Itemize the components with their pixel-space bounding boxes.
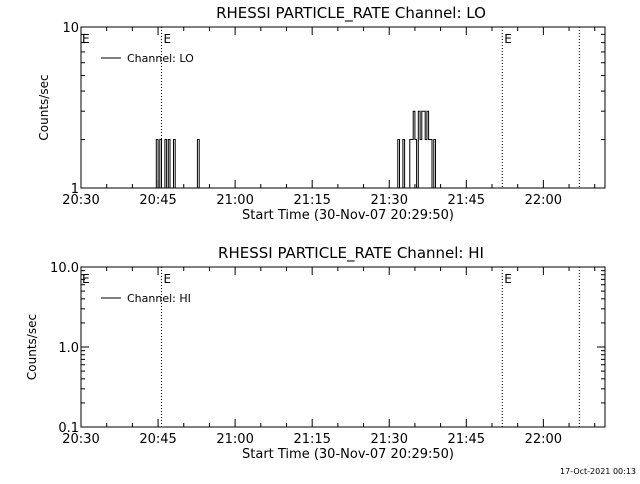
data-series-line bbox=[81, 110, 503, 189]
y-tick-label: 0.1 bbox=[58, 421, 79, 436]
x-tick-label: 21:00 bbox=[216, 193, 253, 208]
y-tick-label: 10 bbox=[62, 21, 79, 36]
x-tick-label: 21:30 bbox=[371, 193, 408, 208]
x-tick-label: 20:45 bbox=[139, 193, 176, 208]
chart-title: RHESSI PARTICLE_RATE Channel: LO bbox=[216, 4, 486, 23]
x-tick-label: 22:00 bbox=[525, 193, 562, 208]
plot-frame bbox=[80, 266, 606, 428]
x-tick-label: 21:30 bbox=[371, 432, 408, 447]
chart-title: RHESSI PARTICLE_RATE Channel: HI bbox=[218, 244, 484, 263]
x-axis-label: Start Time (30-Nov-07 20:29:50) bbox=[242, 447, 454, 462]
edge-marker-label: E bbox=[82, 272, 90, 286]
event-marker-label: E bbox=[163, 272, 171, 286]
x-tick-label: 20:30 bbox=[62, 432, 99, 447]
timestamp: 17-Oct-2021 00:13 bbox=[560, 467, 636, 476]
x-axis-label: Start Time (30-Nov-07 20:29:50) bbox=[242, 208, 454, 223]
x-tick-label: 20:45 bbox=[139, 432, 176, 447]
y-tick-label: 10.0 bbox=[50, 261, 79, 276]
legend-label: Channel: LO bbox=[127, 52, 194, 65]
edge-marker-label: E bbox=[82, 32, 90, 46]
x-tick-label: 21:00 bbox=[216, 432, 253, 447]
x-tick-label: 22:00 bbox=[525, 432, 562, 447]
y-tick-label: 1 bbox=[71, 182, 79, 197]
event-marker-label: E bbox=[504, 272, 512, 286]
y-axis-label: Counts/sec bbox=[37, 74, 51, 140]
event-marker-label: E bbox=[163, 32, 171, 46]
x-tick-label: 21:15 bbox=[293, 193, 330, 208]
x-tick-label: 21:15 bbox=[293, 432, 330, 447]
y-axis-label: Counts/sec bbox=[25, 314, 39, 380]
x-tick-label: 21:45 bbox=[448, 193, 485, 208]
event-marker-label: E bbox=[504, 32, 512, 46]
chart-panel-2: RHESSI PARTICLE_RATE Channel: HI 20:30 20:… bbox=[25, 244, 606, 462]
x-tick-label: 20:30 bbox=[62, 193, 99, 208]
x-tick-label: 21:45 bbox=[448, 432, 485, 447]
y-tick-label: 1.0 bbox=[58, 341, 79, 356]
chart-panel-1: RHESSI PARTICLE_RATE Channel: LO 20:30 20:… bbox=[37, 4, 606, 223]
legend-label: Channel: HI bbox=[127, 292, 191, 305]
